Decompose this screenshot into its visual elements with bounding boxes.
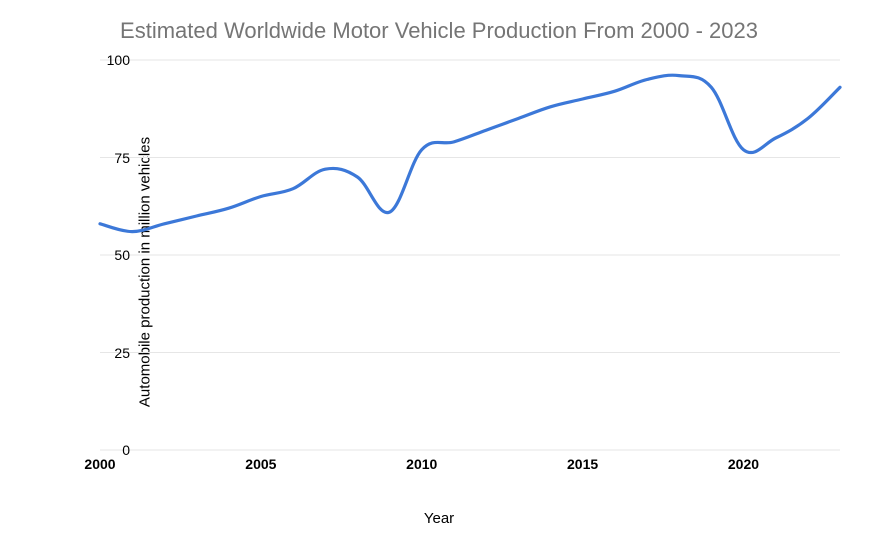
y-tick-label: 75	[90, 150, 130, 166]
chart-svg	[100, 60, 840, 450]
y-tick-label: 100	[90, 52, 130, 68]
chart-title: Estimated Worldwide Motor Vehicle Produc…	[0, 18, 878, 44]
x-tick-label: 2000	[84, 456, 115, 472]
x-tick-label: 2015	[567, 456, 598, 472]
y-tick-label: 50	[90, 247, 130, 263]
chart-container: Estimated Worldwide Motor Vehicle Produc…	[0, 0, 878, 543]
x-axis-label: Year	[0, 510, 878, 527]
plot-area	[100, 60, 840, 450]
data-line	[100, 75, 840, 231]
x-tick-label: 2005	[245, 456, 276, 472]
y-tick-label: 25	[90, 345, 130, 361]
x-tick-label: 2010	[406, 456, 437, 472]
x-tick-label: 2020	[728, 456, 759, 472]
